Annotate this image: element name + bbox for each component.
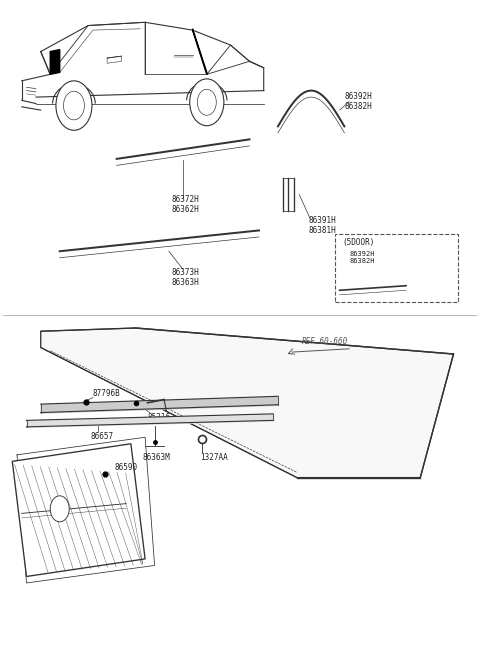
Text: 1327AA: 1327AA <box>200 453 228 462</box>
Circle shape <box>56 81 92 131</box>
Text: 86657: 86657 <box>91 432 114 441</box>
Polygon shape <box>192 29 207 74</box>
Polygon shape <box>41 328 454 478</box>
Polygon shape <box>12 443 145 577</box>
Text: 86373H
86363H: 86373H 86363H <box>171 268 199 287</box>
Circle shape <box>190 79 224 126</box>
Text: 86590: 86590 <box>114 463 137 472</box>
Text: REF.60-660: REF.60-660 <box>301 337 348 346</box>
Text: 86392H
86382H: 86392H 86382H <box>344 92 372 112</box>
Text: 86363M: 86363M <box>143 453 170 462</box>
Text: 86391H
86381H: 86391H 86381H <box>309 216 336 235</box>
Circle shape <box>197 89 216 115</box>
Text: 86372H
86362H: 86372H 86362H <box>171 195 199 214</box>
FancyBboxPatch shape <box>335 234 458 302</box>
Circle shape <box>50 496 69 522</box>
Circle shape <box>63 91 84 120</box>
Text: 87796B: 87796B <box>93 388 120 398</box>
Text: 86392H
86382H: 86392H 86382H <box>349 251 374 264</box>
Text: (5DOOR): (5DOOR) <box>342 237 374 247</box>
Text: 85316: 85316 <box>147 413 170 422</box>
Polygon shape <box>50 50 60 74</box>
